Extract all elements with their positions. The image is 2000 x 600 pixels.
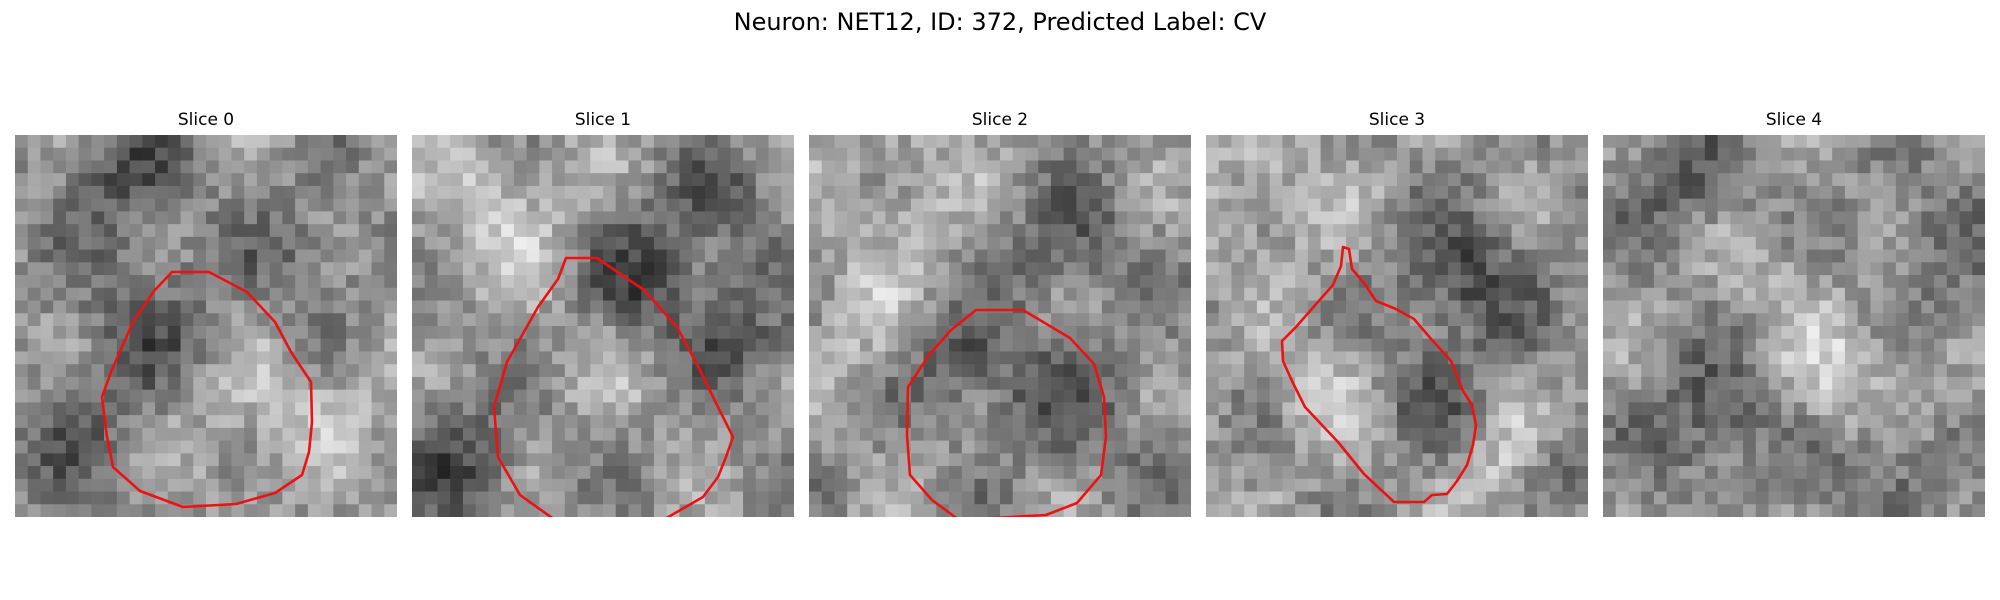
pixel-grid	[412, 135, 794, 517]
slice-panel-0: Slice 0	[15, 108, 397, 517]
slice-image	[809, 135, 1191, 517]
slice-image	[1603, 135, 1985, 517]
slice-panel-2: Slice 2	[809, 108, 1191, 517]
slice-image	[1206, 135, 1588, 517]
contour-outline	[905, 308, 1108, 517]
slice-panel-3: Slice 3	[1206, 108, 1588, 517]
slice-title: Slice 0	[177, 110, 235, 130]
slice-image	[412, 135, 794, 517]
contour-outline	[492, 256, 735, 517]
figure-title: Neuron: NET12, ID: 372, Predicted Label:…	[733, 8, 1267, 36]
contour-outline	[1280, 245, 1478, 504]
slice-panel-4: Slice 4	[1603, 108, 1985, 517]
pixel-grid	[15, 135, 397, 517]
pixel-grid	[809, 135, 1191, 517]
slice-title: Slice 3	[1368, 110, 1426, 130]
slice-title: Slice 1	[574, 110, 632, 130]
pixel-grid	[1603, 135, 1985, 517]
contour-outline	[100, 270, 314, 509]
slice-title: Slice 2	[971, 110, 1029, 130]
pixel-grid	[1206, 135, 1588, 517]
slice-image	[15, 135, 397, 517]
slice-title: Slice 4	[1765, 110, 1823, 130]
slice-panel-1: Slice 1	[412, 108, 794, 517]
